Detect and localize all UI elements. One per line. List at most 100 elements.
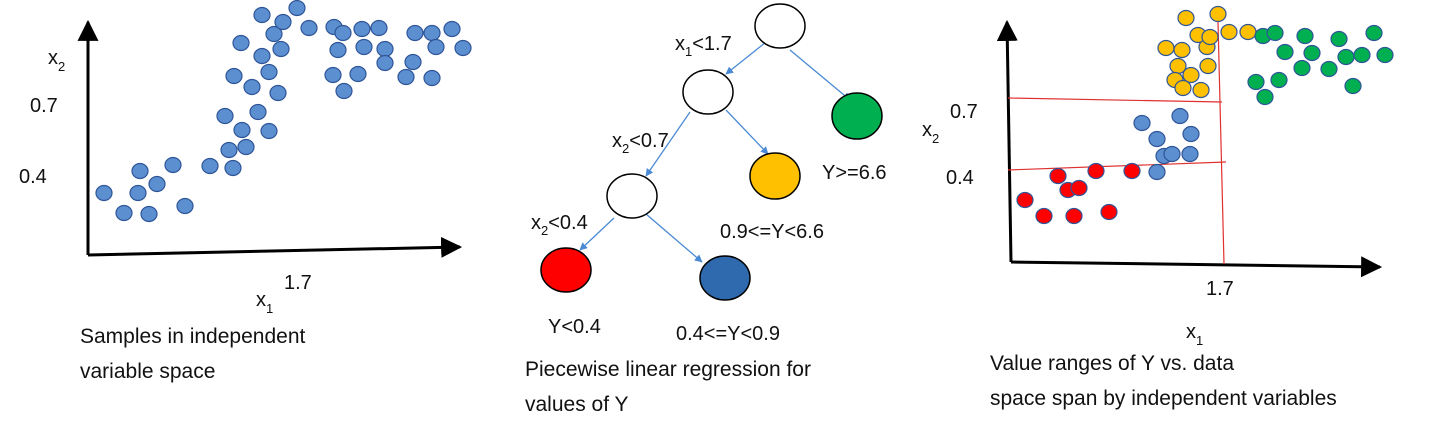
sample-point	[129, 184, 147, 202]
sample-point-blue	[1171, 107, 1189, 125]
right-x-axis	[1010, 256, 1383, 278]
edge-low-to-red	[579, 217, 615, 251]
sample-point-green	[1293, 59, 1311, 77]
sample-point-green	[1353, 46, 1371, 64]
sample-point	[404, 53, 422, 71]
sample-point	[288, 0, 306, 17]
sample-point	[300, 19, 318, 37]
sample-point-orange	[1174, 79, 1192, 97]
sample-point-orange	[1182, 66, 1200, 84]
sample-point	[201, 157, 219, 175]
sample-point-green	[1337, 48, 1355, 66]
right-y-axis-label: x2	[922, 119, 939, 146]
sample-point	[249, 103, 267, 121]
sample-point-orange	[1220, 23, 1238, 41]
sample-point-orange	[1239, 23, 1257, 41]
tree-node-root	[754, 3, 806, 49]
sample-point-orange	[1192, 81, 1210, 99]
sample-point-green	[1276, 43, 1294, 61]
sample-point	[334, 24, 352, 42]
sample-point-orange	[1209, 5, 1227, 23]
sample-point-orange	[1157, 39, 1175, 57]
sample-point	[324, 66, 342, 84]
left-caption-line-2: variable space	[80, 360, 215, 383]
sample-point-red	[1123, 162, 1141, 180]
sample-point	[225, 67, 243, 85]
middle-caption-line-2: values of Y	[525, 393, 629, 416]
edge-root-to-green	[789, 49, 851, 101]
sample-point-blue	[1148, 130, 1166, 148]
sample-point-green	[1303, 44, 1321, 62]
divider-x1-1.7	[1217, 21, 1225, 265]
divider-x2-0.7	[1007, 97, 1223, 103]
sample-point	[454, 39, 472, 57]
sample-point	[443, 20, 461, 38]
right-x-tick-1.7: 1.7	[1206, 278, 1234, 300]
tree-nodes	[540, 3, 883, 301]
sample-point-red	[1035, 207, 1053, 225]
sample-point	[274, 13, 292, 31]
region-divider-lines	[1007, 21, 1227, 265]
sample-point-green	[1266, 24, 1284, 42]
sample-point	[95, 184, 113, 202]
left-x-axis	[87, 236, 463, 258]
sample-point	[260, 122, 278, 140]
sample-point-green	[1376, 46, 1394, 64]
sample-point	[237, 138, 255, 156]
sample-point	[140, 205, 158, 223]
sample-point-green	[1296, 27, 1314, 45]
sample-point	[220, 141, 238, 159]
sample-point	[176, 197, 194, 215]
right-caption-line-2: space span by independent variables	[990, 387, 1337, 410]
sample-point	[269, 84, 287, 102]
sample-point	[265, 25, 283, 43]
split-label-root: x1<1.7	[675, 33, 732, 59]
left-panel: x2 0.7 0.4 1.7 x1 Samples in independent…	[19, 0, 472, 383]
sample-point-green	[1344, 77, 1362, 95]
left-y-tick-0.4: 0.4	[19, 166, 47, 188]
sample-point-green	[1256, 88, 1274, 106]
right-y-tick-0.4: 0.4	[946, 167, 974, 189]
sample-point	[376, 40, 394, 58]
left-y-axis-label: x2	[48, 47, 65, 74]
sample-point-blue	[1133, 114, 1151, 132]
edge-mid-to-low	[645, 111, 691, 177]
sample-point-red	[1087, 162, 1105, 180]
sample-point-blue	[1148, 163, 1166, 181]
sample-point	[355, 38, 373, 56]
split-label-mid: x2<0.7	[612, 130, 669, 156]
right-panel: x2 0.7 0.4 1.7 x1 Value ranges of Y vs. …	[922, 5, 1394, 410]
left-x-tick-1.7: 1.7	[284, 272, 312, 294]
sample-point-red	[1100, 203, 1118, 221]
sample-point	[427, 38, 445, 56]
right-x-axis-label: x1	[1186, 321, 1203, 348]
sample-point	[376, 54, 394, 72]
right-y-axis	[996, 19, 1018, 263]
tree-node-low	[606, 173, 658, 219]
tree-leaf-blue	[699, 255, 751, 301]
sample-point	[253, 6, 271, 24]
sample-point	[216, 107, 234, 125]
middle-caption-line-1: Piecewise linear regression for	[525, 358, 811, 381]
left-x-axis-label: x1	[256, 289, 273, 316]
tree-node-mid	[682, 69, 734, 115]
sample-point-blue	[1182, 125, 1200, 143]
leaf-label-green: Y>=6.6	[822, 162, 887, 184]
middle-panel: x1<1.7 x2<0.7 x2<0.4 Y>=6.6 0.9<=Y<6.6 Y…	[525, 3, 887, 416]
sample-point	[253, 47, 271, 65]
right-caption-line-1: Value ranges of Y vs. data	[990, 352, 1234, 375]
sample-point-blue	[1163, 145, 1181, 163]
divider-x2-0.4	[1007, 161, 1227, 171]
sample-point-green	[1270, 71, 1288, 89]
sample-point	[232, 34, 250, 52]
sample-point-green	[1247, 73, 1265, 91]
sample-point	[272, 40, 290, 58]
sample-point	[335, 82, 353, 100]
sample-point	[148, 175, 166, 193]
sample-point	[233, 121, 251, 139]
leaf-label-orange: 0.9<=Y<6.6	[720, 221, 824, 243]
tree-leaf-green	[831, 92, 883, 140]
sample-point	[353, 20, 371, 38]
